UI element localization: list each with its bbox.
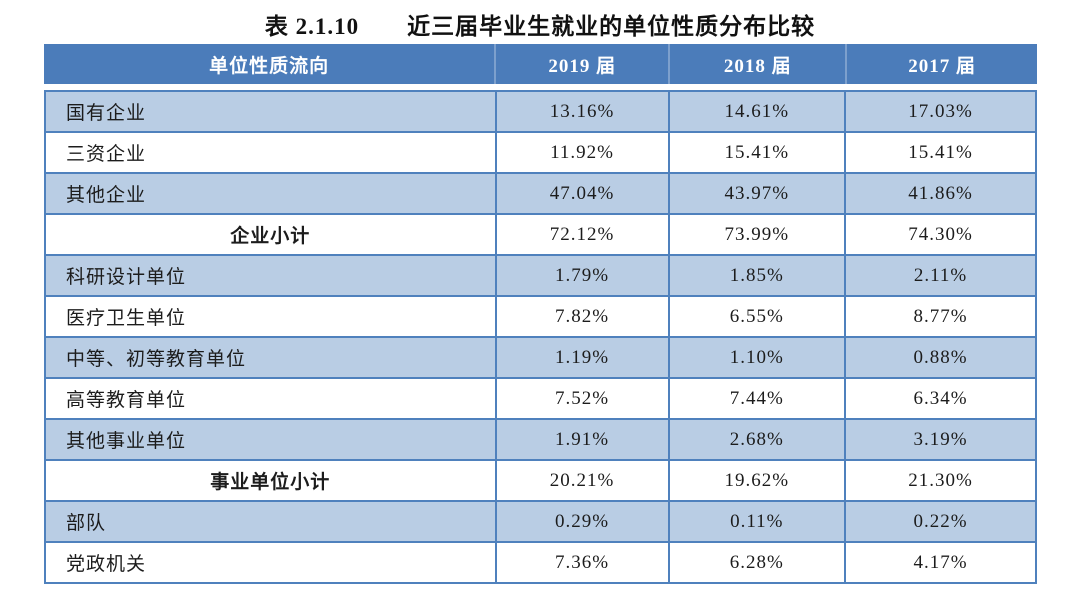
value-cell: 43.97% xyxy=(667,174,845,213)
row-label: 科研设计单位 xyxy=(66,267,187,288)
table-row: 部队 0.29% 0.11% 0.22% xyxy=(46,500,1035,541)
value-cell: 17.03% xyxy=(844,92,1035,131)
row-label: 中等、初等教育单位 xyxy=(66,349,247,370)
table-caption: 表 2.1.10 近三届毕业生就业的单位性质分布比较 xyxy=(264,14,816,39)
header-body-gap xyxy=(44,84,1037,90)
column-header-unit-type: 单位性质流向 xyxy=(209,55,330,77)
value-cell: 7.52% xyxy=(494,379,668,418)
row-label: 其他事业单位 xyxy=(66,431,187,452)
column-header-2017: 2017 届 xyxy=(845,44,1037,84)
value-cell: 47.04% xyxy=(494,174,668,213)
value-cell: 1.10% xyxy=(667,338,845,377)
value-cell: 0.88% xyxy=(844,338,1035,377)
value-cell: 7.82% xyxy=(494,297,668,336)
value-cell: 6.28% xyxy=(667,543,845,582)
value-cell: 13.16% xyxy=(494,92,668,131)
value-cell: 1.19% xyxy=(494,338,668,377)
value-cell: 2.68% xyxy=(667,420,845,459)
value-cell: 11.92% xyxy=(494,133,668,172)
table-row: 三资企业 11.92% 15.41% 15.41% xyxy=(46,131,1035,172)
row-label: 其他企业 xyxy=(66,185,147,206)
value-cell: 72.12% xyxy=(494,215,668,254)
row-label: 部队 xyxy=(66,513,107,534)
row-label: 三资企业 xyxy=(66,144,147,165)
table-row: 高等教育单位 7.52% 7.44% 6.34% xyxy=(46,377,1035,418)
table-header-row: 单位性质流向 2019 届 2018 届 2017 届 xyxy=(44,44,1037,84)
value-cell: 1.79% xyxy=(494,256,668,295)
value-cell: 21.30% xyxy=(844,461,1035,500)
value-cell: 7.44% xyxy=(667,379,845,418)
table-row: 其他事业单位 1.91% 2.68% 3.19% xyxy=(46,418,1035,459)
value-cell: 15.41% xyxy=(667,133,845,172)
table-row: 科研设计单位 1.79% 1.85% 2.11% xyxy=(46,254,1035,295)
value-cell: 0.29% xyxy=(494,502,668,541)
table-row: 事业单位小计 20.21% 19.62% 21.30% xyxy=(46,459,1035,500)
table-row: 国有企业 13.16% 14.61% 17.03% xyxy=(46,92,1035,131)
column-header-2018: 2018 届 xyxy=(668,44,845,84)
value-cell: 14.61% xyxy=(667,92,845,131)
value-cell: 73.99% xyxy=(667,215,845,254)
value-cell: 1.85% xyxy=(667,256,845,295)
employment-unit-table: 单位性质流向 2019 届 2018 届 2017 届 国有企业 13.16% 14… xyxy=(44,44,1037,584)
value-cell: 20.21% xyxy=(494,461,668,500)
table-body: 国有企业 13.16% 14.61% 17.03% 三资企业 11.92% 15.41% 15… xyxy=(44,90,1037,584)
value-cell: 19.62% xyxy=(667,461,845,500)
value-cell: 3.19% xyxy=(844,420,1035,459)
value-cell: 15.41% xyxy=(844,133,1035,172)
value-cell: 7.36% xyxy=(494,543,668,582)
value-cell: 2.11% xyxy=(844,256,1035,295)
table-row: 党政机关 7.36% 6.28% 4.17% xyxy=(46,541,1035,582)
value-cell: 41.86% xyxy=(844,174,1035,213)
table-row: 其他企业 47.04% 43.97% 41.86% xyxy=(46,172,1035,213)
table-row: 中等、初等教育单位 1.19% 1.10% 0.88% xyxy=(46,336,1035,377)
column-header-2019: 2019 届 xyxy=(494,44,668,84)
row-label: 事业单位小计 xyxy=(210,472,331,493)
row-label: 国有企业 xyxy=(66,103,147,124)
row-label: 企业小计 xyxy=(230,226,311,247)
value-cell: 1.91% xyxy=(494,420,668,459)
row-label: 高等教育单位 xyxy=(66,390,187,411)
value-cell: 8.77% xyxy=(844,297,1035,336)
value-cell: 74.30% xyxy=(844,215,1035,254)
value-cell: 0.22% xyxy=(844,502,1035,541)
value-cell: 4.17% xyxy=(844,543,1035,582)
value-cell: 0.11% xyxy=(667,502,845,541)
row-label: 党政机关 xyxy=(66,554,147,575)
value-cell: 6.34% xyxy=(844,379,1035,418)
table-row: 医疗卫生单位 7.82% 6.55% 8.77% xyxy=(46,295,1035,336)
row-label: 医疗卫生单位 xyxy=(66,308,187,329)
table-row: 企业小计 72.12% 73.99% 74.30% xyxy=(46,213,1035,254)
value-cell: 6.55% xyxy=(667,297,845,336)
